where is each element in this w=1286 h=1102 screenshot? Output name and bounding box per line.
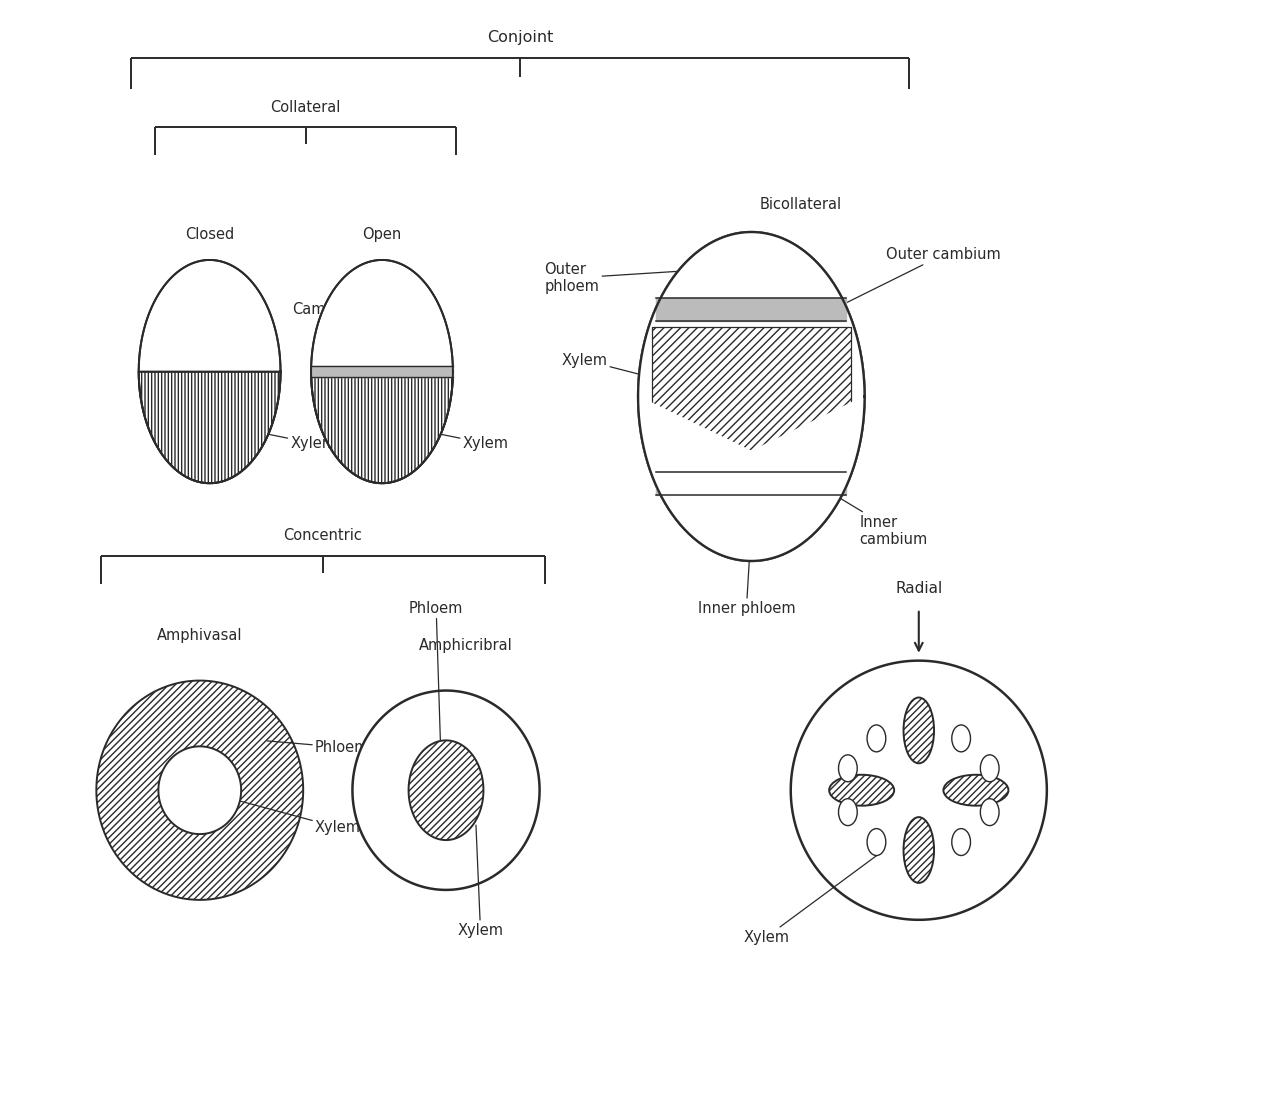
Text: Cambium: Cambium — [292, 302, 377, 365]
Ellipse shape — [838, 799, 858, 825]
Text: Xylem: Xylem — [458, 825, 504, 938]
Text: Collateral: Collateral — [270, 100, 341, 116]
Text: Xylem: Xylem — [561, 353, 706, 391]
Text: Xylem: Xylem — [743, 855, 877, 944]
Polygon shape — [638, 233, 864, 561]
Polygon shape — [352, 691, 540, 890]
Text: Bicollateral: Bicollateral — [760, 197, 841, 212]
Text: Radial: Radial — [895, 581, 943, 596]
Polygon shape — [311, 366, 453, 377]
Ellipse shape — [904, 818, 934, 883]
Ellipse shape — [980, 799, 999, 825]
Text: Amphivasal: Amphivasal — [157, 628, 243, 642]
Text: Phloem: Phloem — [409, 601, 463, 763]
Polygon shape — [656, 472, 846, 495]
Text: Outer cambium: Outer cambium — [818, 247, 1001, 317]
Polygon shape — [409, 741, 484, 840]
Ellipse shape — [838, 755, 858, 781]
Text: Amphicribral: Amphicribral — [419, 638, 513, 652]
Polygon shape — [791, 660, 1047, 920]
Text: Outer
phloem: Outer phloem — [544, 262, 727, 294]
Ellipse shape — [829, 775, 894, 806]
Text: Concentric: Concentric — [283, 528, 363, 543]
Text: Closed: Closed — [185, 227, 234, 242]
Ellipse shape — [980, 755, 999, 781]
Text: Phloem: Phloem — [267, 739, 369, 755]
Ellipse shape — [944, 775, 1008, 806]
Text: Inner phloem: Inner phloem — [697, 527, 795, 616]
Polygon shape — [652, 327, 851, 465]
Polygon shape — [638, 397, 864, 561]
Polygon shape — [158, 746, 242, 834]
Ellipse shape — [867, 829, 886, 855]
Ellipse shape — [867, 725, 886, 752]
Polygon shape — [311, 260, 453, 483]
Ellipse shape — [952, 829, 971, 855]
Polygon shape — [656, 298, 846, 321]
Text: Xylem: Xylem — [387, 423, 509, 451]
Ellipse shape — [952, 725, 971, 752]
Polygon shape — [638, 233, 864, 397]
Polygon shape — [311, 371, 453, 483]
Text: Xylem: Xylem — [199, 790, 361, 835]
Polygon shape — [139, 371, 280, 483]
Ellipse shape — [904, 698, 934, 764]
Text: Conjoint: Conjoint — [486, 30, 553, 45]
Polygon shape — [96, 681, 303, 900]
Text: Inner
cambium: Inner cambium — [804, 476, 928, 547]
Text: Open: Open — [363, 227, 401, 242]
Polygon shape — [139, 260, 280, 483]
Text: Xylem: Xylem — [215, 423, 337, 451]
